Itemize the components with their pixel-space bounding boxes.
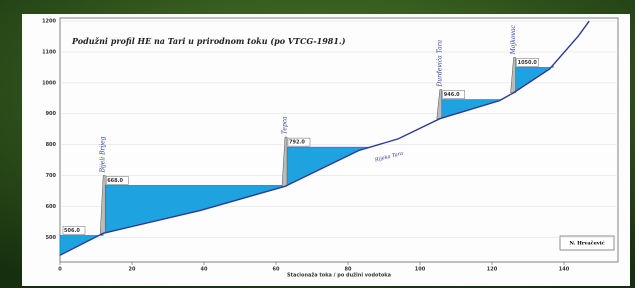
screenshot: Podužni profil HE na Tari u prirodnom to… xyxy=(0,0,635,288)
x-axis-label: Stacionaža toka / po dužini vodotoka xyxy=(287,272,391,279)
x-tick-label: 80 xyxy=(345,267,352,273)
page: {"chart_data": { "type": "profile", "tit… xyxy=(0,0,635,288)
y-tick-label: 800 xyxy=(46,142,57,148)
chart-title: Podužni profil HE na Tari u prirodnom to… xyxy=(71,36,346,46)
y-tick-label: 1100 xyxy=(42,49,56,55)
y-tick-label: 600 xyxy=(46,204,57,210)
author: N. Hrvačević xyxy=(569,240,604,247)
level-label: 792.0 xyxy=(289,140,305,146)
y-tick-label: 900 xyxy=(46,111,57,117)
x-tick-label: 40 xyxy=(201,267,208,273)
dam-name: Bijeli Brijeg xyxy=(100,136,107,173)
level-label: 506.0 xyxy=(64,228,80,234)
x-tick-label: 60 xyxy=(273,267,280,273)
x-tick-label: 140 xyxy=(559,267,570,273)
x-tick-label: 120 xyxy=(487,267,498,273)
x-tick-label: 100 xyxy=(415,267,426,273)
y-tick-label: 500 xyxy=(46,235,57,241)
level-label: 668.0 xyxy=(107,178,123,184)
x-tick-label: 20 xyxy=(129,267,136,273)
level-label: 1050.0 xyxy=(518,60,538,66)
level-label: 946.0 xyxy=(444,92,460,98)
dam-name: Mojkovac xyxy=(510,25,517,56)
x-tick-label: 0 xyxy=(58,267,62,273)
y-tick-label: 1000 xyxy=(42,80,56,86)
dam-name: Tepca xyxy=(282,116,289,134)
y-tick-label: 1200 xyxy=(42,19,56,25)
y-tick-label: 700 xyxy=(46,173,57,179)
dam-name: Đurđevića Tara xyxy=(436,39,443,87)
